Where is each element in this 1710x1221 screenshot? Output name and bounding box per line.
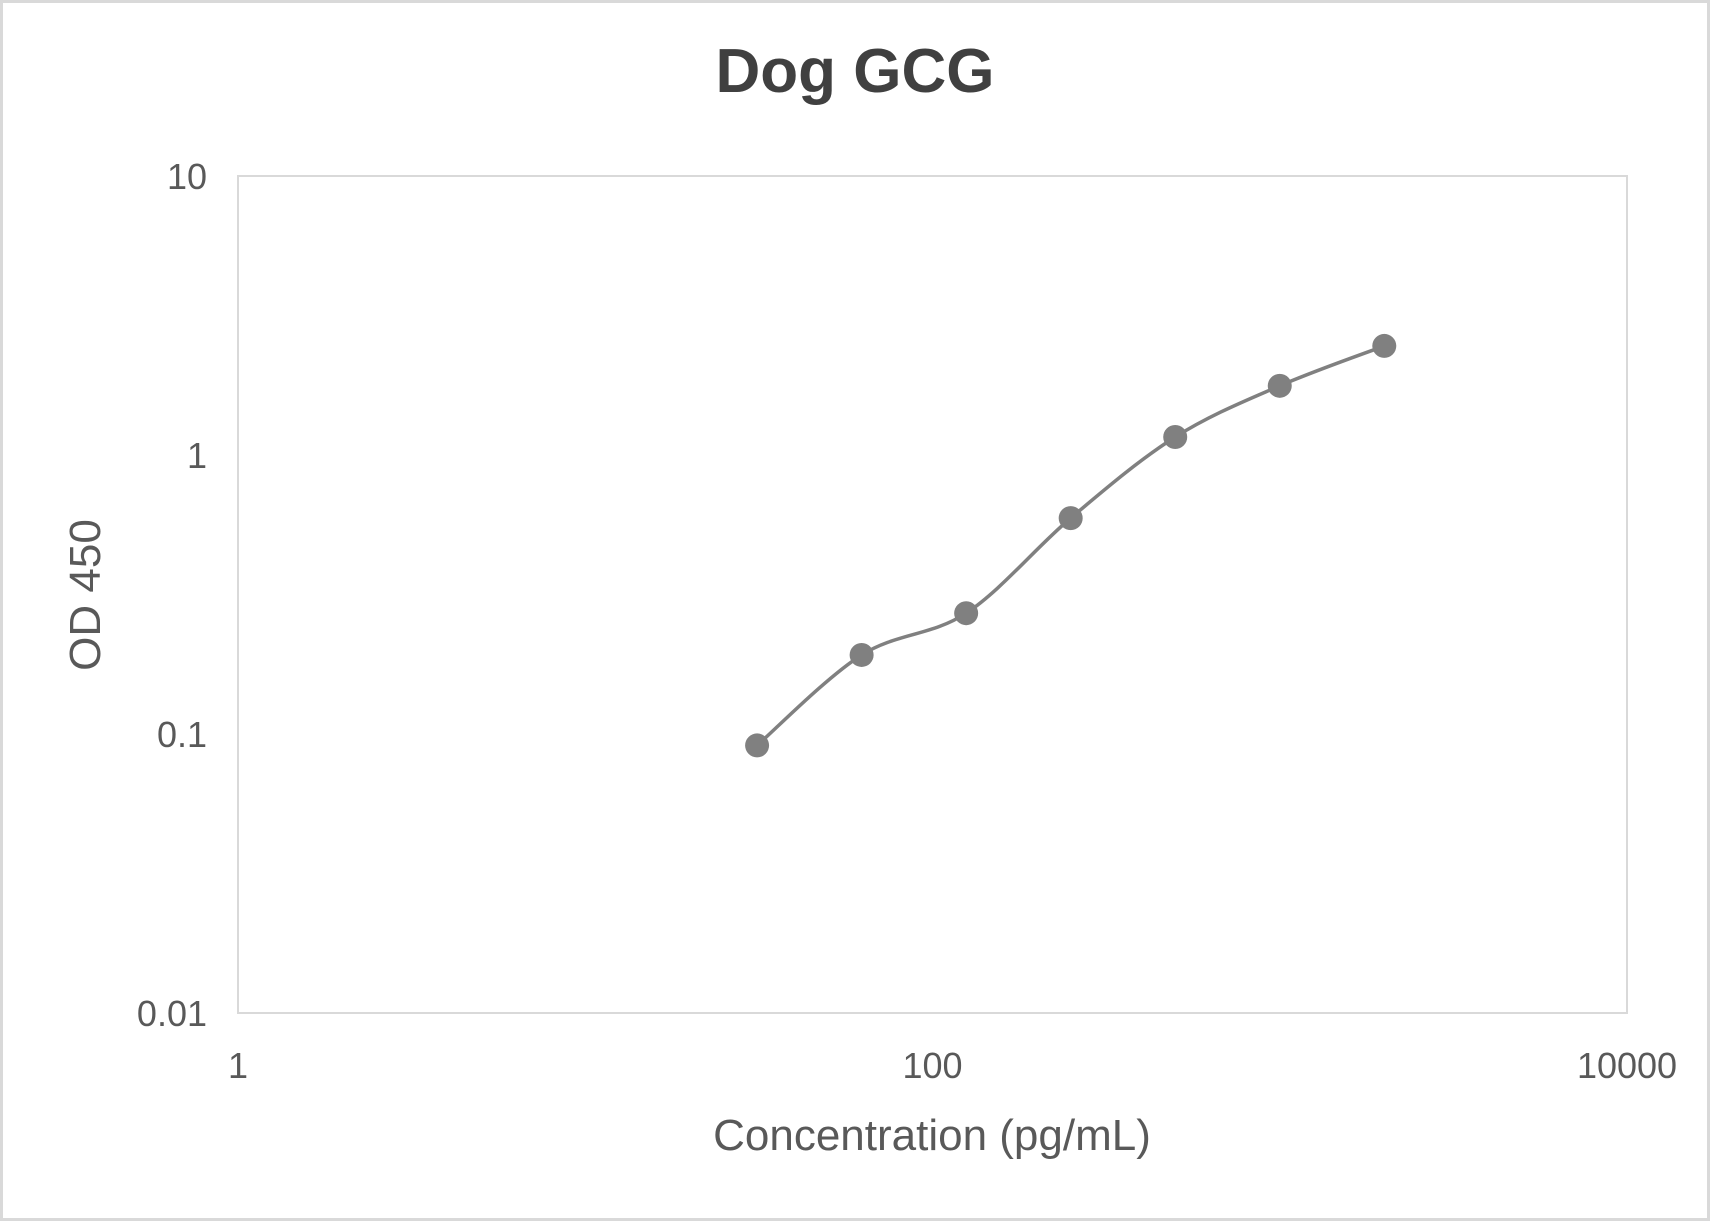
data-point-marker <box>1058 506 1083 531</box>
x-tick-label: 1 <box>228 1045 248 1086</box>
plot-area <box>237 175 1628 1014</box>
x-tick-label: 10000 <box>1577 1045 1677 1086</box>
y-axis-ticks: 10 1 0.1 0.01 <box>137 156 207 1034</box>
series-line <box>755 344 1385 747</box>
x-tick-label: 100 <box>902 1045 962 1086</box>
data-point-marker <box>1267 373 1292 398</box>
y-tick-label: 10 <box>167 156 207 197</box>
x-axis-ticks: 1 100 10000 <box>228 1045 1677 1086</box>
y-axis-title: OD 450 <box>61 519 110 671</box>
series-markers <box>745 333 1397 758</box>
y-tick-label: 0.1 <box>157 714 207 755</box>
y-tick-label: 1 <box>187 435 207 476</box>
chart-title: Dog GCG <box>715 37 995 106</box>
data-point-marker <box>849 642 874 667</box>
x-axis-title: Concentration (pg/mL) <box>713 1111 1151 1160</box>
data-point-marker <box>1372 333 1397 358</box>
data-point-marker <box>954 601 979 626</box>
y-tick-label: 0.01 <box>137 993 207 1034</box>
data-point-marker <box>1163 425 1188 450</box>
data-point-marker <box>745 733 770 758</box>
